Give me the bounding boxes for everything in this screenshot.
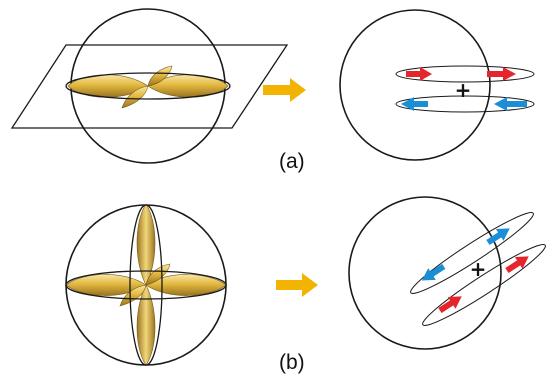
panel-b-result-sphere: + — [348, 196, 546, 350]
panel-b-equator — [65, 270, 227, 300]
panel-a: + (a) — [10, 8, 535, 173]
panel-a-lobe-back — [147, 65, 173, 87]
panel-b-lobe-front — [119, 284, 147, 307]
panel-a-blue-arrow-right — [494, 97, 527, 111]
panel-b-orbital-lobes — [65, 203, 227, 366]
panel-a-transition-arrow — [263, 78, 306, 102]
panel-b-meridian — [129, 204, 163, 366]
panel-a-blue-arrow-left — [401, 97, 428, 111]
panel-b-lobe-back — [145, 263, 171, 286]
panel-a-label: (a) — [279, 150, 305, 173]
panel-a-lower-loop — [395, 95, 535, 113]
panel-a-result-outline — [339, 9, 491, 161]
panel-b-label: (b) — [279, 351, 305, 374]
panel-b-orbital-sphere — [65, 203, 227, 366]
panel-b-center-symbol: + — [470, 257, 487, 281]
panel-b-red-arrow-upper — [505, 256, 529, 274]
panel-b-lobe-bottom — [136, 284, 156, 366]
panel-b: + (b) — [65, 196, 546, 374]
panel-b-transition-arrow — [276, 273, 318, 297]
panel-b-upper-loop — [410, 212, 534, 294]
panel-a-center-symbol: + — [455, 78, 472, 102]
panel-b-red-arrow-lower — [438, 296, 462, 314]
panel-b-lobe-top — [136, 203, 156, 286]
panel-a-lobe-front — [121, 85, 149, 109]
panel-b-result-outline — [348, 196, 502, 350]
panel-a-red-arrow-left — [406, 67, 432, 81]
panel-b-blue-arrow-lower — [421, 263, 446, 281]
panel-a-orbital-lobes — [67, 65, 229, 109]
panel-a-result-sphere: + — [339, 9, 535, 161]
panel-a-equator — [65, 72, 231, 100]
panel-b-lower-loop — [422, 244, 546, 326]
panel-a-upper-loop — [395, 65, 535, 83]
panel-a-lobe-left — [67, 74, 149, 98]
panel-a-red-arrow-right — [487, 67, 516, 81]
panel-b-blue-arrow-upper — [486, 228, 510, 246]
panel-a-orbital-sphere — [10, 8, 289, 164]
panel-a-lobe-right — [147, 74, 229, 98]
